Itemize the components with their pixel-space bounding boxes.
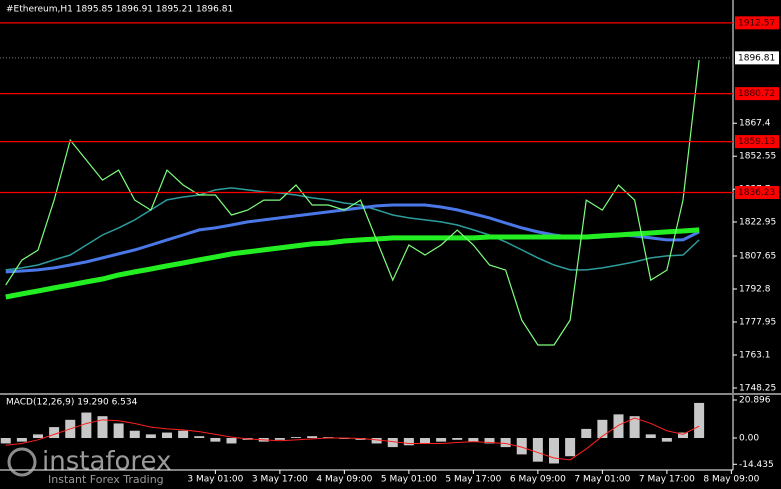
series-line [5, 187, 700, 271]
macd-bar [549, 438, 559, 464]
y-tick-label: 1777.95 [739, 318, 776, 328]
x-tick-label: 5 May 17:00 [445, 475, 501, 485]
macd-bar [81, 412, 92, 439]
macd-title: MACD(12,26,9) 19.290 6.534 [6, 398, 138, 408]
macd-bar [678, 432, 688, 439]
y-tick-label: 1807.65 [739, 252, 776, 262]
macd-bar [274, 438, 285, 440]
y-tick-label: 1867.4 [739, 119, 771, 129]
macd-bar [307, 436, 318, 439]
last-price-box [735, 51, 779, 65]
x-tick-label: 3 May 01:00 [187, 475, 243, 485]
level-label-box [735, 135, 779, 149]
macd-bar [403, 438, 414, 446]
macd-bar [581, 428, 592, 439]
watermark: instaforex Instant Forex Trading [7, 447, 171, 486]
macd-bar [500, 438, 511, 448]
macd-bar [565, 438, 576, 457]
macd-bar [629, 416, 640, 439]
macd-bar [49, 427, 60, 439]
watermark-tagline: Instant Forex Trading [48, 473, 164, 486]
y-tick-label: 1748.25 [739, 384, 776, 394]
y-tick-label: 1852.55 [739, 152, 776, 162]
chart-title: #Ethereum,H1 1895.85 1896.91 1895.21 189… [6, 5, 233, 15]
level-label-box [735, 87, 779, 101]
series-line [5, 227, 700, 300]
watermark-brand: instaforex [42, 447, 171, 477]
last-price-label: 1896.81 [738, 53, 775, 63]
macd-bar [210, 438, 221, 442]
macd-bar [178, 430, 189, 439]
macd-bar [420, 438, 430, 444]
series-line [5, 60, 700, 346]
macd-bar [226, 438, 237, 444]
macd-bar [194, 436, 205, 439]
watermark-logo [7, 447, 37, 477]
y-tick-label: 0.00 [739, 434, 759, 444]
x-tick-label: 5 May 01:00 [381, 475, 437, 485]
level-label: 1836.23 [738, 188, 775, 198]
macd-bar [145, 434, 156, 439]
macd-bar [516, 438, 527, 455]
level-label: 1880.72 [738, 89, 775, 99]
macd-bar [162, 432, 172, 439]
macd-bar [129, 430, 140, 439]
level-label-box [735, 16, 779, 30]
macd-bar [436, 438, 447, 442]
macd-bar [661, 438, 672, 442]
y-tick-label: -14.435 [739, 460, 774, 470]
macd-bar [291, 437, 301, 439]
macd-bar [597, 419, 608, 439]
level-label: 1912.57 [738, 18, 775, 28]
level-label-box [735, 185, 779, 199]
x-tick-label: 7 May 17:00 [639, 475, 695, 485]
series-line [5, 417, 700, 461]
y-tick-label: 1763.1 [739, 351, 771, 361]
y-tick-label: 20.896 [739, 395, 771, 405]
x-tick-label: 4 May 09:00 [316, 475, 372, 485]
macd-bar [387, 438, 398, 448]
macd-bar [468, 438, 479, 442]
macd-bar [371, 438, 382, 444]
macd-bar [694, 402, 705, 439]
x-tick-label: 6 May 09:00 [510, 475, 566, 485]
macd-bar [613, 414, 624, 439]
x-tick-label: 7 May 01:00 [574, 475, 630, 485]
macd-bar [97, 416, 108, 439]
macd-bar [0, 438, 11, 444]
x-tick-label: 8 May 09:00 [703, 475, 759, 485]
macd-bar [33, 434, 43, 439]
macd-bar [452, 438, 463, 440]
x-tick-label: 3 May 17:00 [252, 475, 308, 485]
macd-bar [484, 438, 495, 444]
y-tick-label: 1822.95 [739, 218, 776, 228]
level-label: 1859.13 [738, 137, 775, 147]
macd-bar [113, 423, 124, 439]
y-tick-label: 1792.8 [739, 285, 771, 295]
macd-bar [532, 438, 543, 462]
macd-bar [645, 434, 656, 439]
macd-bar [16, 438, 27, 442]
